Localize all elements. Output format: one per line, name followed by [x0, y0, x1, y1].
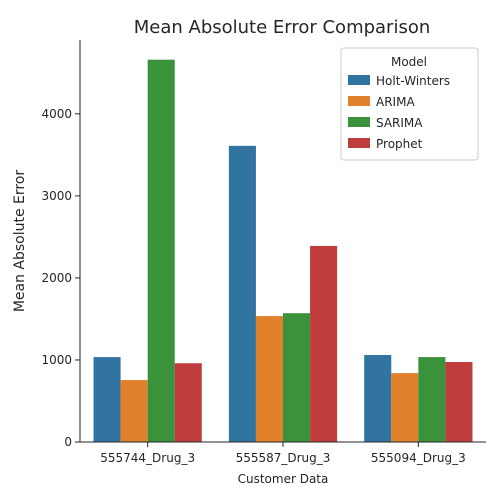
x-tick-label: 555587_Drug_3	[236, 451, 331, 465]
legend-label: Prophet	[376, 137, 423, 151]
y-tick-label: 0	[64, 435, 72, 449]
x-tick-label: 555744_Drug_3	[100, 451, 195, 465]
legend-label: ARIMA	[376, 95, 415, 109]
bar	[364, 355, 392, 442]
plot-area: 0 1000 2000 3000 4000 555744_Drug_3 555587_Dr…	[41, 40, 486, 465]
legend-swatch	[348, 75, 370, 85]
bar	[228, 145, 256, 443]
x-ticks: 555744_Drug_3 555587_Drug_3 555094_Drug_3	[100, 442, 466, 465]
y-tick-label: 4000	[41, 107, 72, 121]
legend-title: Model	[391, 55, 427, 69]
x-tick-label: 555094_Drug_3	[371, 451, 466, 465]
bar	[445, 362, 473, 442]
bar	[418, 357, 446, 442]
bar	[255, 316, 283, 442]
bar	[147, 59, 175, 443]
legend-label: Holt-Winters	[376, 74, 450, 88]
bar	[283, 313, 311, 442]
legend-label: SARIMA	[376, 116, 423, 130]
bar	[93, 357, 121, 442]
legend-swatch	[348, 138, 370, 148]
y-tick-label: 1000	[41, 353, 72, 367]
y-tick-label: 3000	[41, 189, 72, 203]
legend-swatch	[348, 96, 370, 106]
y-axis-label: Mean Absolute Error	[12, 170, 28, 313]
x-axis-label: Customer Data	[238, 472, 329, 486]
bar	[174, 363, 202, 442]
chart-title: Mean Absolute Error Comparison	[134, 17, 431, 38]
bars	[93, 59, 473, 443]
legend-frame	[340, 47, 479, 161]
bar	[391, 373, 419, 442]
bar	[120, 380, 148, 442]
y-tick-label: 2000	[41, 271, 72, 285]
y-ticks: 0 1000 2000 3000 4000	[41, 107, 80, 449]
legend-items: Holt-Winters ARIMA SARIMA Prophet	[348, 74, 450, 151]
bar	[310, 245, 338, 442]
legend-swatch	[348, 117, 370, 127]
legend: Model Holt-Winters ARIMA SARIMA Prophet	[340, 47, 479, 161]
